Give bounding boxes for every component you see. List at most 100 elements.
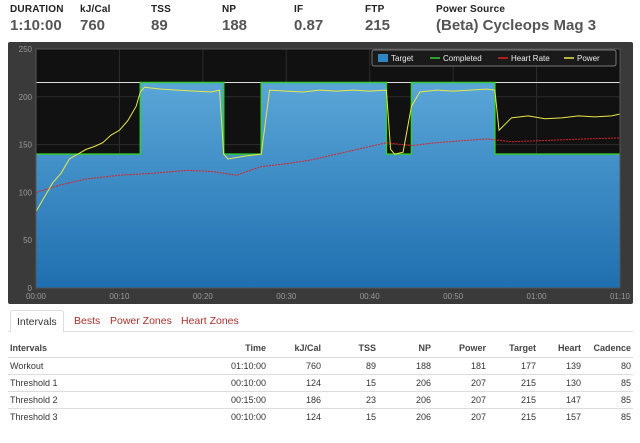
y-tick-label: 150	[19, 141, 33, 150]
x-tick-label: 00:30	[276, 292, 297, 301]
table-cell: 215	[488, 407, 538, 425]
stat-value: 215	[365, 17, 391, 34]
x-tick-label: 00:10	[109, 292, 130, 301]
table-cell: 206	[378, 390, 433, 408]
table-cell: 15	[323, 373, 378, 391]
stat-value: 760	[80, 17, 106, 34]
stat-value: (Beta) Cycleops Mag 3	[436, 17, 597, 34]
table-row[interactable]: Threshold 2 00:15:00 186 23 206 207 215 …	[8, 390, 633, 408]
table-cell: Threshold 1	[8, 373, 128, 391]
table-cell: 157	[538, 407, 583, 425]
table-cell: 188	[378, 356, 433, 374]
table-cell: 186	[268, 390, 323, 408]
power-line	[35, 86, 621, 212]
tab-intervals[interactable]: Intervals	[10, 310, 64, 333]
column-header[interactable]: Power	[458, 343, 486, 354]
column-header[interactable]: Heart	[557, 343, 581, 354]
chart-legend	[371, 49, 617, 67]
legend-label: Power	[577, 54, 600, 63]
table-cell: 00:15:00	[128, 390, 268, 408]
column-header[interactable]: NP	[418, 343, 431, 354]
workout-chart-svg[interactable]: 0 50 100 150 200 250 00:00 00:10 00:20 00:30 00:40…	[8, 42, 633, 304]
column-header[interactable]: Intervals	[10, 343, 48, 354]
stat-label: NP	[222, 4, 237, 15]
tab-bests[interactable]: Bests	[74, 315, 101, 327]
table-cell: 181	[433, 356, 488, 374]
table-cell: 215	[488, 373, 538, 391]
stat-label: Power Source	[436, 4, 506, 15]
table-cell: 206	[378, 373, 433, 391]
y-tick-label: 100	[19, 188, 33, 197]
tab-power-zones[interactable]: Power Zones	[110, 315, 172, 327]
table-cell: 23	[323, 390, 378, 408]
completed-line	[36, 81, 620, 155]
table-row[interactable]: Threshold 1 00:10:00 124 15 206 207 215 …	[8, 373, 633, 391]
x-tick-label: 01:10	[610, 292, 631, 301]
table-cell: 85	[583, 373, 633, 391]
y-tick-label: 50	[23, 236, 32, 245]
column-header[interactable]: Target	[509, 343, 536, 354]
stat-label: IF	[294, 4, 304, 15]
plot-border	[35, 48, 621, 289]
table-cell: 124	[268, 373, 323, 391]
workout-chart[interactable]: 0 50 100 150 200 250 00:00 00:10 00:20 00:30 00:40…	[8, 42, 633, 304]
table-cell: 15	[323, 407, 378, 425]
table-cell: Threshold 2	[8, 390, 128, 408]
table-cell: 01:10:00	[128, 356, 268, 374]
y-tick-label: 250	[19, 45, 33, 54]
stat-label: DURATION	[10, 4, 64, 15]
stat-value: 0.87	[294, 17, 324, 34]
table-cell: 00:10:00	[128, 373, 268, 391]
table-cell: 85	[583, 407, 633, 425]
stat-label: kJ/Cal	[80, 4, 111, 15]
analysis-tabs: Intervals Bests Power Zones Heart Zones	[8, 310, 633, 333]
y-tick-label: 0	[28, 284, 33, 293]
legend-label: Target	[391, 54, 414, 63]
y-tick-label: 200	[19, 93, 33, 102]
stat-power-source: Power Source (Beta) Cycleops Mag 3	[436, 4, 596, 34]
legend-label: Heart Rate	[511, 54, 550, 63]
table-cell: 80	[583, 356, 633, 374]
legend-swatch	[378, 54, 388, 62]
table-cell: Workout	[8, 356, 128, 374]
table-cell: 124	[268, 407, 323, 425]
table-row[interactable]: Workout 01:10:00 760 89 188 181 177 139 …	[8, 356, 633, 374]
table-row[interactable]: Threshold 3 00:10:00 124 15 206 207 215 …	[8, 407, 633, 425]
table-cell: 139	[538, 356, 583, 374]
x-tick-label: 00:40	[360, 292, 381, 301]
intervals-table: Intervals Time kJ/Cal TSS NP Power Targe…	[8, 340, 633, 425]
stat-ftp: FTP 215	[365, 4, 390, 34]
table-cell: 85	[583, 390, 633, 408]
table-cell: 207	[433, 407, 488, 425]
table-cell: 89	[323, 356, 378, 374]
stat-value: 1:10:00	[10, 17, 62, 34]
table-cell: 215	[488, 390, 538, 408]
table-cell: 177	[488, 356, 538, 374]
table-header-row: Intervals Time kJ/Cal TSS NP Power Targe…	[8, 340, 633, 357]
target-area	[36, 82, 620, 289]
x-tick-label: 01:00	[527, 292, 548, 301]
table-cell: 760	[268, 356, 323, 374]
tab-heart-zones[interactable]: Heart Zones	[181, 315, 239, 327]
stat-tss: TSS 89	[151, 4, 171, 34]
stat-if: IF 0.87	[294, 4, 323, 34]
x-tick-label: 00:20	[193, 292, 214, 301]
table-cell: 130	[538, 373, 583, 391]
table-cell: 147	[538, 390, 583, 408]
table-cell: 207	[433, 390, 488, 408]
column-header[interactable]: kJ/Cal	[294, 343, 321, 354]
stat-value: 188	[222, 17, 248, 34]
stat-value: 89	[151, 17, 168, 34]
table-cell: 207	[433, 373, 488, 391]
column-header[interactable]: Cadence	[593, 343, 631, 354]
x-tick-label: 00:00	[26, 292, 47, 301]
workout-summary-bar: DURATION 1:10:00 kJ/Cal 760 TSS 89 NP 18…	[0, 0, 640, 40]
column-header[interactable]: Time	[245, 343, 266, 354]
stat-duration: DURATION 1:10:00	[10, 4, 64, 34]
column-header[interactable]: TSS	[358, 343, 376, 354]
legend-label: Completed	[443, 54, 482, 63]
stat-np: NP 188	[222, 4, 247, 34]
stat-label: TSS	[151, 4, 172, 15]
table-cell: 206	[378, 407, 433, 425]
x-tick-label: 00:50	[443, 292, 464, 301]
